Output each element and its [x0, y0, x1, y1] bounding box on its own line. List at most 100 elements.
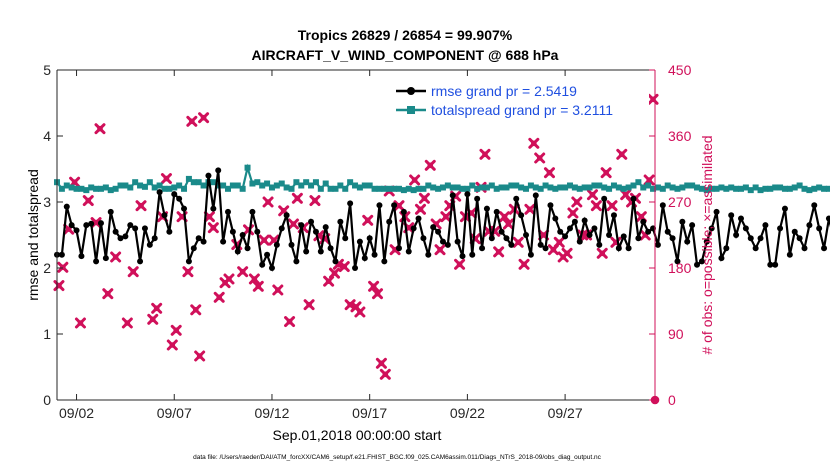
spread-point — [698, 185, 705, 192]
spread-point — [747, 187, 754, 194]
rmse-point — [68, 222, 75, 229]
obs-assimilated-marker — [414, 203, 426, 215]
spread-point — [483, 184, 490, 191]
rmse-point — [244, 245, 251, 252]
rmse-point — [220, 238, 227, 245]
spread-point — [645, 182, 652, 189]
obs-assimilated-marker — [94, 123, 106, 135]
obs-x-center — [456, 261, 463, 268]
legend-spread-marker — [407, 106, 415, 114]
spread-point — [689, 182, 696, 189]
obs-assimilated-marker — [586, 189, 598, 201]
rmse-point — [508, 241, 515, 248]
spread-point — [581, 184, 588, 191]
rmse-point — [801, 245, 808, 252]
obs-x-center — [374, 290, 381, 297]
obs-x-center — [622, 191, 629, 198]
obs-x-center — [271, 237, 277, 243]
obs-x-center — [357, 309, 363, 315]
rmse-point — [449, 192, 456, 199]
data-file-footnote: data file: /Users/raeder/DAI/ATM_forcXX/… — [193, 454, 602, 461]
spread-point — [586, 184, 593, 191]
spread-point — [596, 182, 603, 189]
spread-point — [83, 187, 90, 194]
rmse-point — [527, 251, 534, 258]
spread-point — [239, 185, 246, 192]
spread-point — [444, 182, 451, 189]
spread-point — [356, 184, 363, 191]
rmse-point — [347, 200, 354, 207]
rmse-point — [596, 241, 603, 248]
obs-x-center — [364, 217, 371, 224]
rmse-point — [547, 202, 554, 209]
obs-x-center — [251, 276, 258, 282]
rmse-point — [337, 218, 344, 225]
rmse-point — [410, 225, 417, 232]
rmse-point — [156, 189, 163, 196]
spread-point — [591, 182, 598, 189]
spread-point — [503, 184, 510, 191]
spread-point — [615, 184, 622, 191]
spread-point — [449, 184, 456, 191]
rmse-point — [479, 245, 486, 252]
legend-rmse-label: rmse grand pr = 2.5419 — [431, 83, 577, 99]
obs-assimilated-marker — [606, 200, 618, 212]
rmse-point — [185, 258, 192, 265]
rmse-point — [708, 225, 715, 232]
spread-point — [127, 184, 134, 191]
spread-point — [625, 184, 632, 191]
rmse-point — [757, 235, 764, 242]
spread-point — [293, 179, 300, 186]
obs-assimilated-marker — [291, 192, 303, 204]
obs-x-center — [618, 151, 625, 158]
rmse-point — [684, 238, 691, 245]
spread-point — [298, 182, 305, 189]
rmse-point — [742, 225, 749, 232]
rmse-point — [825, 215, 830, 222]
rmse-point — [474, 195, 481, 202]
obs-assimilated-marker — [338, 261, 350, 273]
rmse-point — [552, 215, 559, 222]
rmse-point — [767, 261, 774, 268]
spread-point — [694, 184, 701, 191]
rmse-point — [342, 235, 349, 242]
obs-assimilated-marker — [53, 280, 65, 292]
rmse-point — [557, 228, 564, 235]
obs-assimilated-marker — [166, 339, 178, 351]
spread-point — [664, 182, 671, 189]
spread-point — [674, 185, 681, 192]
rmse-point — [122, 233, 129, 240]
rmse-point — [537, 241, 544, 248]
y-right-tick-label: 180 — [668, 260, 692, 276]
rmse-point — [723, 245, 730, 252]
rmse-point — [352, 265, 359, 271]
rmse-point — [523, 232, 530, 238]
spread-point — [635, 179, 642, 186]
rmse-point — [239, 232, 246, 238]
rmse-point — [151, 235, 158, 242]
rmse-point — [308, 218, 315, 225]
spread-point — [200, 182, 207, 189]
spread-point — [508, 182, 515, 189]
rmse-point — [195, 235, 202, 242]
rmse-point — [518, 212, 525, 219]
obs-x-center — [192, 307, 199, 313]
rmse-point — [317, 248, 324, 255]
spread-point — [679, 184, 686, 191]
legend-rmse-marker — [407, 87, 415, 95]
obs-x-center — [427, 162, 434, 169]
obs-x-center — [527, 206, 533, 213]
spread-point — [337, 182, 344, 189]
rmse-point — [312, 228, 319, 235]
spread-point — [283, 184, 290, 191]
obs-x-center — [286, 318, 293, 325]
spread-point — [161, 185, 168, 192]
obs-x-center — [589, 191, 596, 198]
rmse-point — [420, 235, 427, 242]
spread-point — [244, 164, 251, 171]
spread-point — [317, 185, 324, 192]
rmse-point — [542, 245, 549, 252]
obs-assimilated-marker — [354, 306, 366, 318]
spread-point — [654, 184, 661, 191]
